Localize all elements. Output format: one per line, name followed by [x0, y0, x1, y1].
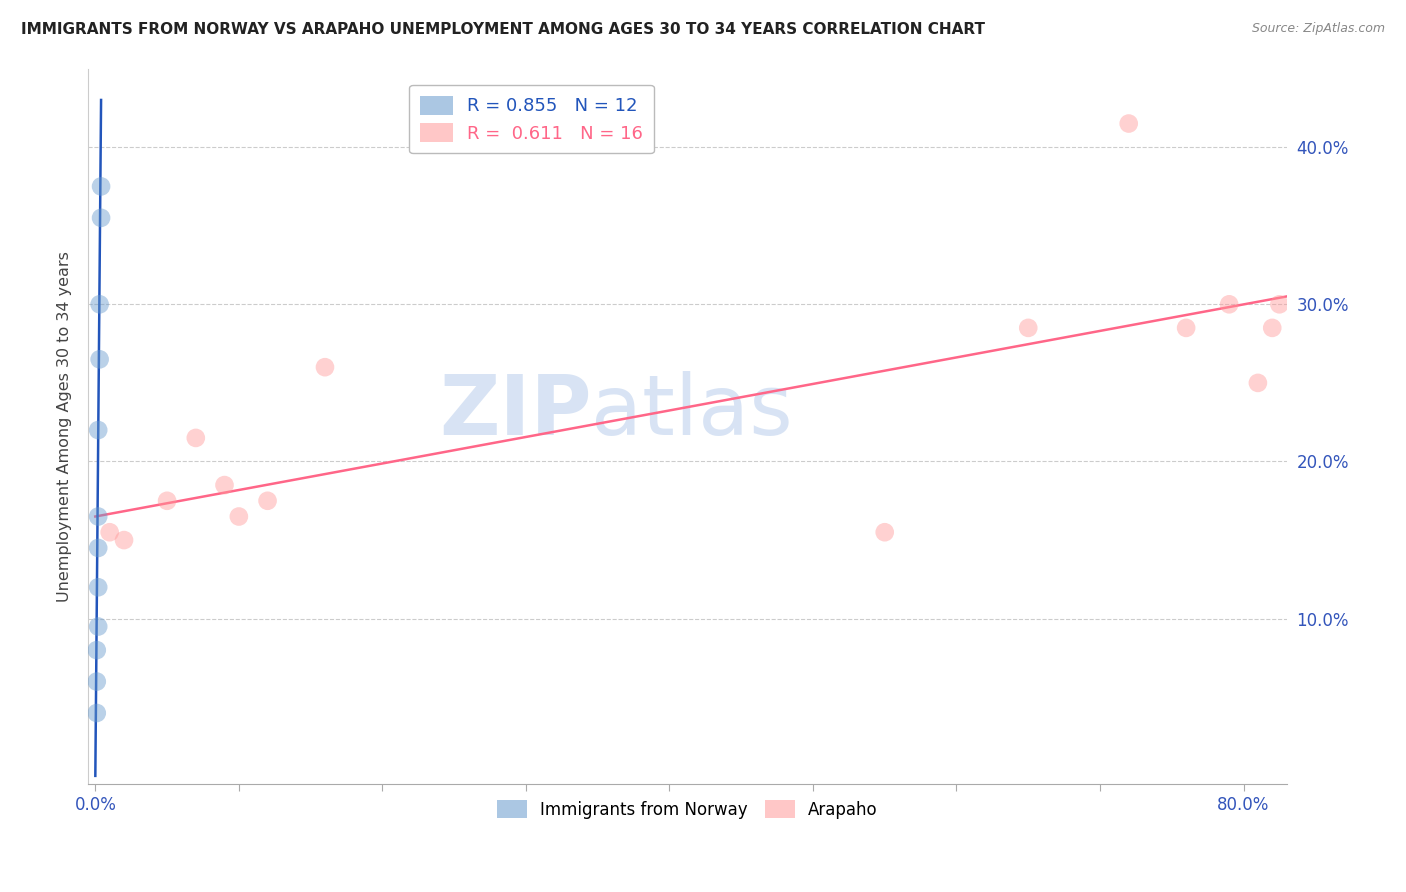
Point	[184, 431, 207, 445]
Point	[1017, 321, 1039, 335]
Point	[90, 179, 112, 194]
Point	[89, 352, 111, 367]
Point	[86, 706, 108, 720]
Point	[1118, 116, 1140, 130]
Point	[86, 643, 108, 657]
Point	[314, 360, 336, 375]
Point	[87, 509, 110, 524]
Point	[98, 525, 121, 540]
Text: IMMIGRANTS FROM NORWAY VS ARAPAHO UNEMPLOYMENT AMONG AGES 30 TO 34 YEARS CORRELA: IMMIGRANTS FROM NORWAY VS ARAPAHO UNEMPL…	[21, 22, 986, 37]
Point	[156, 493, 179, 508]
Point	[228, 509, 250, 524]
Point	[1218, 297, 1240, 311]
Point	[1175, 321, 1198, 335]
Point	[87, 619, 110, 633]
Text: atlas: atlas	[592, 371, 793, 452]
Y-axis label: Unemployment Among Ages 30 to 34 years: Unemployment Among Ages 30 to 34 years	[58, 251, 72, 601]
Point	[87, 423, 110, 437]
Point	[90, 211, 112, 225]
Point	[112, 533, 135, 547]
Point	[1247, 376, 1270, 390]
Text: ZIP: ZIP	[439, 371, 592, 452]
Legend: Immigrants from Norway, Arapaho: Immigrants from Norway, Arapaho	[491, 794, 884, 825]
Point	[87, 541, 110, 555]
Point	[873, 525, 896, 540]
Point	[89, 297, 111, 311]
Point	[1261, 321, 1284, 335]
Point	[256, 493, 278, 508]
Point	[87, 580, 110, 594]
Point	[86, 674, 108, 689]
Point	[214, 478, 236, 492]
Text: Source: ZipAtlas.com: Source: ZipAtlas.com	[1251, 22, 1385, 36]
Point	[1268, 297, 1291, 311]
